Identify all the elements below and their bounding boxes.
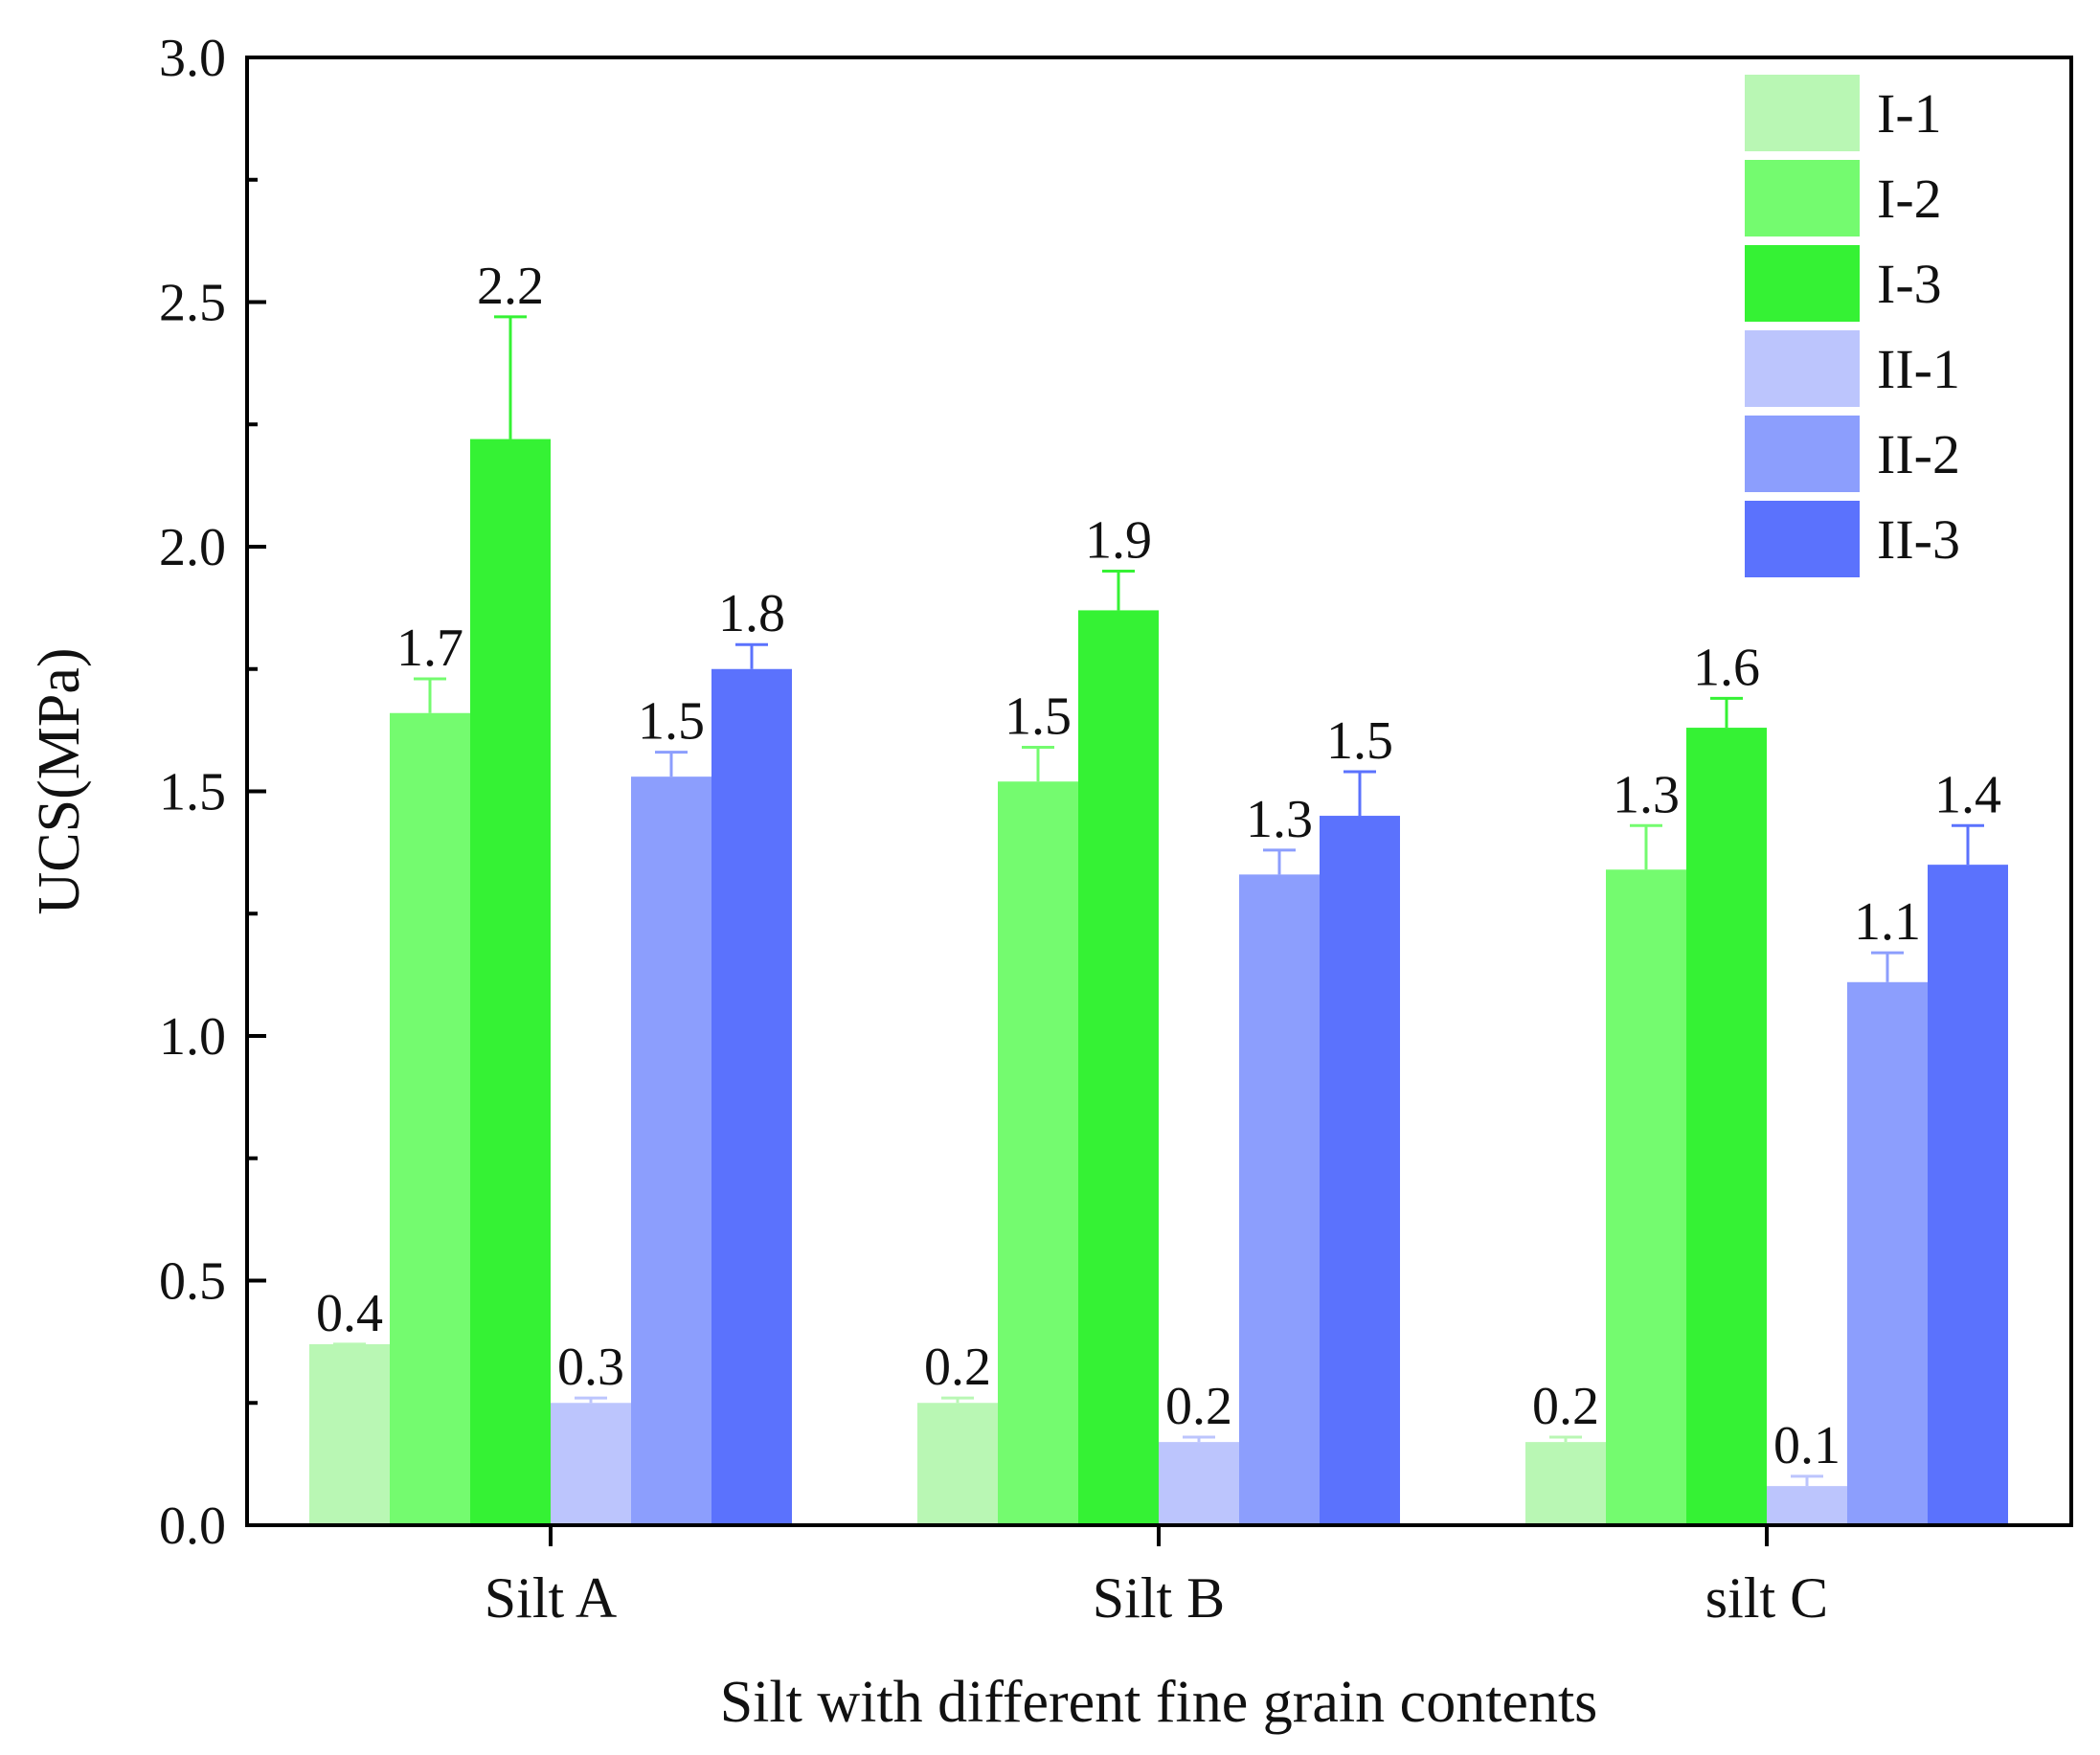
y-tick-label: 0.0 xyxy=(159,1496,226,1556)
bar-I-2-Silt-B xyxy=(998,781,1078,1525)
bar-II-1-Silt-B xyxy=(1159,1442,1239,1525)
bar-II-2-Silt-A xyxy=(631,776,711,1525)
bar-I-2-Silt-A xyxy=(390,712,470,1525)
bar-II-2-Silt-B xyxy=(1239,874,1320,1525)
y-tick-label: 2.5 xyxy=(159,274,226,333)
y-tick-label: 1.0 xyxy=(159,1007,226,1067)
y-axis-title: UCS(MPa) xyxy=(27,647,92,914)
x-tick-label: Silt A xyxy=(485,1566,617,1630)
legend-label-II-2: II-2 xyxy=(1877,423,1960,485)
y-tick-label: 2.0 xyxy=(159,518,226,577)
y-tick-label: 0.5 xyxy=(159,1252,226,1312)
legend: I-1 I-2 I-3 II-1 II-2 II-3 xyxy=(1745,75,1960,577)
y-tick-label: 3.0 xyxy=(159,29,226,88)
x-tick-label: silt C xyxy=(1705,1566,1828,1630)
data-label-II-3-silt-C: 1.4 xyxy=(1934,765,2001,824)
data-label-II-2-silt-C: 1.1 xyxy=(1854,892,1921,952)
legend-swatch-II-3 xyxy=(1745,501,1860,577)
bar-II-3-Silt-B xyxy=(1320,816,1400,1525)
bar-I-3-silt-C xyxy=(1686,728,1767,1525)
axes-layer: 0.0 0.5 1.0 1.5 2.0 2.5 3.0 Silt A Silt B silt C xyxy=(159,29,2073,1630)
x-tick-label: Silt B xyxy=(1093,1566,1225,1630)
data-label-I-1-silt-C: 0.2 xyxy=(1532,1377,1599,1436)
bar-I-3-Silt-A xyxy=(470,439,551,1526)
legend-label-II-3: II-3 xyxy=(1877,508,1960,571)
bar-II-1-silt-C xyxy=(1767,1486,1847,1525)
y-tick-label: 1.5 xyxy=(159,763,226,822)
data-label-I-2-Silt-A: 1.7 xyxy=(396,619,463,678)
x-axis-title: Silt with different fine grain contents xyxy=(720,1670,1598,1735)
bar-II-3-Silt-A xyxy=(711,668,792,1525)
bar-I-1-Silt-B xyxy=(917,1403,998,1525)
data-label-I-1-Silt-B: 0.2 xyxy=(924,1338,991,1397)
legend-swatch-I-2 xyxy=(1745,160,1860,236)
legend-swatch-II-2 xyxy=(1745,416,1860,492)
legend-label-I-1: I-1 xyxy=(1877,82,1942,145)
data-label-II-1-silt-C: 0.1 xyxy=(1773,1416,1840,1475)
data-label-I-1-Silt-A: 0.4 xyxy=(316,1284,383,1343)
data-label-I-3-Silt-B: 1.9 xyxy=(1085,511,1152,571)
data-label-II-3-Silt-A: 1.8 xyxy=(718,584,785,643)
data-label-I-3-Silt-A: 2.2 xyxy=(477,257,544,316)
legend-swatch-I-1 xyxy=(1745,75,1860,151)
bar-I-1-Silt-A xyxy=(309,1343,390,1525)
bars-layer: 0.40.20.21.71.51.32.21.91.60.30.20.11.51… xyxy=(309,257,2008,1526)
data-label-II-2-Silt-A: 1.5 xyxy=(638,692,705,752)
bar-I-1-silt-C xyxy=(1525,1442,1606,1525)
data-label-II-1-Silt-B: 0.2 xyxy=(1165,1377,1232,1436)
legend-swatch-II-1 xyxy=(1745,330,1860,407)
data-label-II-3-Silt-B: 1.5 xyxy=(1326,711,1393,771)
legend-swatch-I-3 xyxy=(1745,245,1860,322)
data-label-I-2-Silt-B: 1.5 xyxy=(1005,687,1072,747)
legend-label-I-2: I-2 xyxy=(1877,168,1942,230)
legend-label-II-1: II-1 xyxy=(1877,338,1960,400)
legend-label-I-3: I-3 xyxy=(1877,253,1942,315)
bar-II-2-silt-C xyxy=(1847,981,1928,1525)
bar-II-1-Silt-A xyxy=(551,1403,631,1525)
bar-I-3-Silt-B xyxy=(1078,610,1159,1525)
data-label-II-1-Silt-A: 0.3 xyxy=(557,1338,624,1397)
bar-II-3-silt-C xyxy=(1928,865,2008,1525)
bar-I-2-silt-C xyxy=(1606,869,1686,1525)
data-label-II-2-Silt-B: 1.3 xyxy=(1246,790,1313,849)
data-label-I-3-silt-C: 1.6 xyxy=(1693,638,1760,697)
data-label-I-2-silt-C: 1.3 xyxy=(1613,765,1680,824)
